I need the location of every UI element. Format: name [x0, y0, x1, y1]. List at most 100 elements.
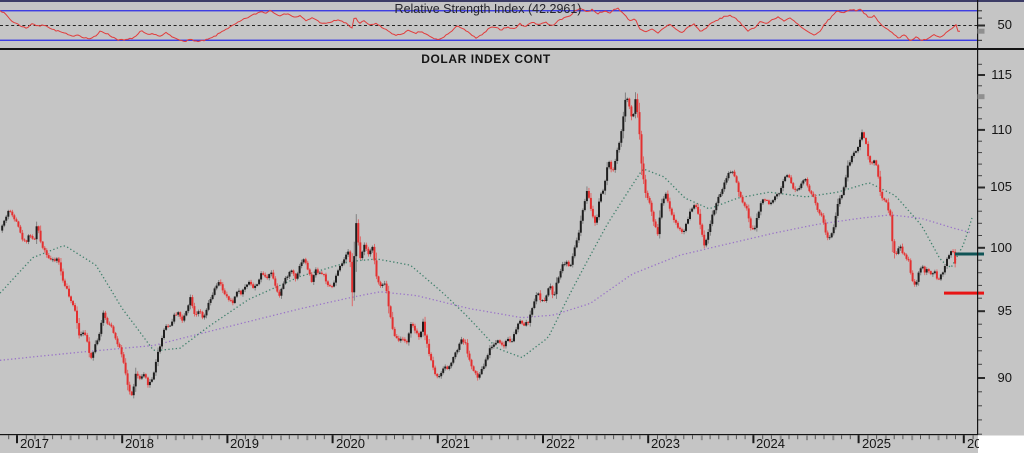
up-candle [183, 315, 186, 321]
rsi-tick [978, 39, 982, 41]
up-candle [571, 256, 574, 265]
up-candle [761, 199, 764, 204]
down-candle [411, 324, 414, 326]
month-tick [358, 435, 361, 441]
candle-wick [554, 291, 555, 296]
up-candle [98, 333, 101, 341]
month-tick [376, 435, 378, 440]
down-candle [122, 354, 125, 363]
up-candle [363, 244, 366, 252]
month-tick [788, 435, 790, 440]
up-candle [80, 334, 83, 336]
up-candle [246, 284, 248, 287]
down-candle [405, 341, 408, 343]
down-candle [871, 162, 874, 164]
up-candle [606, 167, 609, 181]
down-candle [818, 209, 821, 214]
up-candle [460, 339, 463, 344]
month-tick [306, 435, 309, 441]
down-candle [29, 235, 32, 237]
month-tick [744, 435, 746, 440]
up-candle [917, 272, 920, 282]
down-candle [642, 163, 645, 180]
price-axis-label: 95 [997, 303, 1012, 318]
up-candle [35, 226, 38, 240]
down-candle [68, 288, 70, 297]
month-tick [148, 435, 151, 441]
down-candle [365, 244, 368, 249]
down-candle [901, 246, 904, 254]
down-candle [231, 300, 234, 304]
up-candle [873, 160, 876, 164]
down-candle [628, 98, 631, 107]
up-candle [842, 187, 845, 195]
down-candle [118, 344, 121, 348]
up-candle [511, 341, 513, 343]
up-candle [258, 279, 261, 285]
month-tick [516, 435, 519, 441]
month-tick [639, 435, 641, 440]
up-candle [318, 272, 321, 274]
month-tick [262, 435, 264, 440]
up-candle [857, 147, 859, 152]
month-tick [394, 435, 395, 440]
up-candle [507, 338, 509, 341]
candle-wick [527, 321, 529, 326]
y-axis-line [977, 0, 979, 435]
up-candle [490, 346, 493, 349]
corner-blank [978, 435, 1024, 453]
up-candle [282, 283, 285, 289]
down-candle [276, 285, 279, 292]
down-candle [937, 278, 940, 280]
month-tick [867, 435, 869, 440]
month-tick [157, 435, 159, 440]
up-candle [602, 190, 604, 194]
month-tick [455, 435, 457, 440]
down-candle [824, 222, 827, 233]
up-candle [335, 275, 337, 283]
up-candle [187, 305, 190, 312]
up-candle [838, 198, 841, 205]
month-tick [823, 435, 825, 440]
up-candle [723, 182, 726, 190]
month-tick [183, 435, 185, 440]
price-minor-tick [978, 433, 982, 435]
month-tick [630, 435, 632, 440]
month-tick [806, 435, 808, 441]
up-candle [776, 194, 778, 197]
up-candle [399, 338, 402, 341]
price-axis-label: 90 [997, 370, 1012, 385]
up-candle [622, 116, 625, 132]
up-candle [248, 281, 250, 285]
up-candle [458, 343, 461, 350]
rsi-line [0, 7, 960, 43]
down-candle [294, 273, 297, 279]
up-candle [371, 246, 374, 251]
down-candle [221, 284, 224, 291]
down-candle [377, 276, 380, 283]
up-candle [268, 274, 271, 279]
up-candle [846, 165, 849, 178]
down-candle [59, 262, 62, 272]
down-candle [695, 205, 698, 207]
month-tick [674, 435, 677, 441]
down-candle [266, 276, 269, 279]
candle-wick [323, 273, 325, 277]
down-candle [927, 269, 930, 272]
down-candle [733, 171, 736, 177]
up-candle [284, 277, 287, 284]
down-candle [61, 271, 64, 281]
up-candle [786, 175, 789, 177]
up-candle [339, 265, 341, 271]
down-candle [262, 273, 265, 275]
up-candle [488, 348, 491, 356]
down-candle [699, 213, 702, 225]
up-candle [241, 289, 244, 295]
down-candle [500, 342, 503, 345]
down-candle [434, 367, 437, 375]
up-candle [731, 171, 734, 173]
month-tick [113, 435, 115, 440]
down-candle [863, 132, 865, 138]
up-candle [163, 329, 165, 338]
